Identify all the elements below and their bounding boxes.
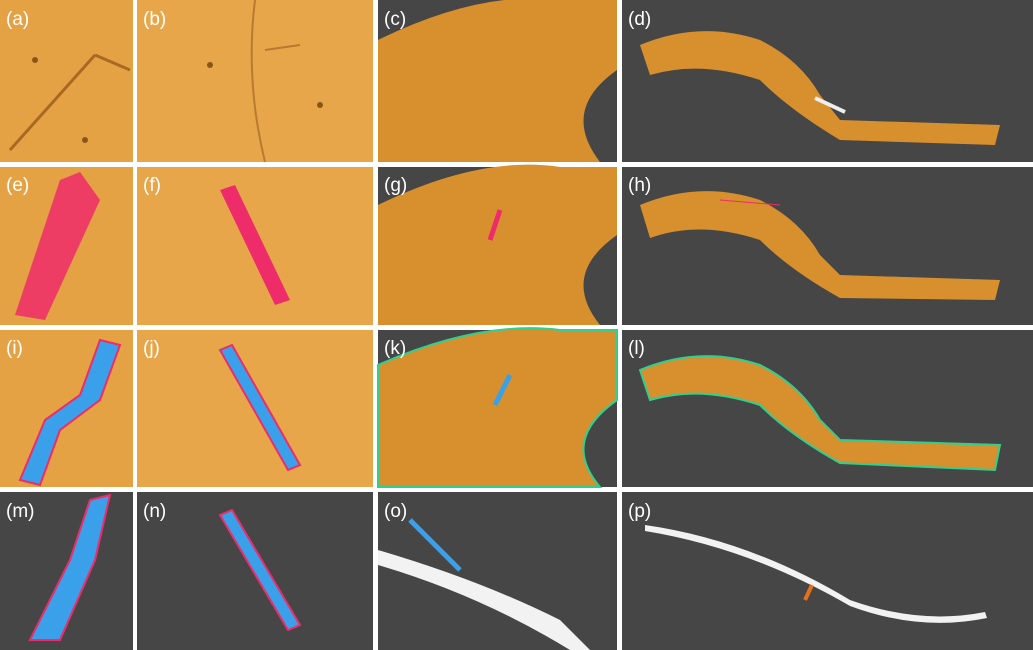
panel-label: (c) bbox=[384, 9, 406, 30]
core bbox=[378, 550, 590, 650]
panel-label: (k) bbox=[384, 338, 406, 359]
mesh bbox=[220, 185, 290, 305]
mesh bbox=[15, 172, 100, 320]
tube bbox=[378, 0, 617, 162]
tube bbox=[640, 31, 1000, 145]
panel-label: (d) bbox=[628, 9, 651, 30]
panel-p bbox=[622, 492, 1033, 650]
panel-label: (l) bbox=[628, 338, 645, 359]
crack bbox=[8, 53, 131, 152]
fit bbox=[218, 343, 302, 472]
fit bbox=[408, 518, 462, 572]
panel-b bbox=[137, 0, 373, 162]
fit bbox=[28, 493, 112, 641]
panel-label: (f) bbox=[143, 175, 161, 196]
pit bbox=[32, 57, 38, 63]
core bbox=[645, 525, 987, 623]
panel-label: (n) bbox=[143, 501, 166, 522]
mesh bbox=[487, 209, 503, 241]
panel-h bbox=[622, 167, 1033, 325]
tube bbox=[377, 327, 618, 488]
panel-label: (m) bbox=[6, 501, 34, 522]
fit bbox=[218, 508, 302, 632]
fit bbox=[18, 338, 122, 487]
panel-label: (h) bbox=[628, 175, 651, 196]
panel-label: (o) bbox=[384, 501, 407, 522]
panel-label: (e) bbox=[6, 175, 29, 196]
crack bbox=[250, 0, 301, 163]
panel-label: (p) bbox=[628, 501, 651, 522]
core bbox=[814, 96, 846, 114]
panel-label: (i) bbox=[6, 338, 23, 359]
panel-label: (b) bbox=[143, 9, 166, 30]
fit bbox=[803, 584, 814, 601]
panel-label: (g) bbox=[384, 175, 407, 196]
pit bbox=[207, 62, 213, 68]
panel-label: (a) bbox=[6, 9, 29, 30]
tube bbox=[640, 191, 1000, 300]
tube bbox=[638, 355, 1002, 472]
panel-label: (j) bbox=[143, 338, 160, 359]
pit bbox=[82, 137, 88, 143]
tube bbox=[378, 164, 617, 325]
fit bbox=[492, 373, 513, 407]
pit bbox=[317, 102, 323, 108]
axis bbox=[719, 199, 781, 206]
